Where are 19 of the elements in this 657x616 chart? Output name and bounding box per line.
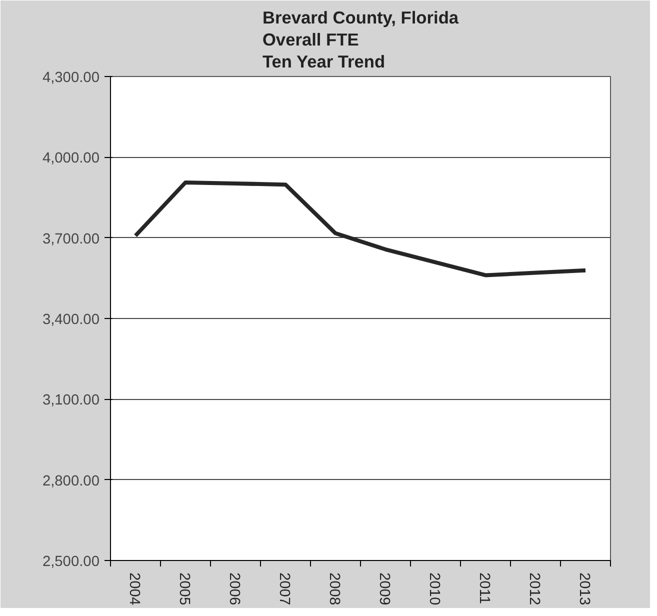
y-tick-label: 2,800.00 [42, 473, 100, 490]
y-tick-label: 4,000.00 [42, 150, 100, 167]
y-tick-label: 3,400.00 [42, 312, 100, 328]
x-tick-label: 2011 [476, 572, 492, 604]
x-tick-label: 2006 [226, 572, 242, 606]
y-tick-label: 3,700.00 [42, 231, 100, 248]
x-tick-label: 2010 [426, 572, 442, 606]
x-tick-label: 2005 [176, 572, 192, 606]
chart-title: Brevard County, Florida Overall FTE Ten Year Trend [262, 8, 459, 72]
y-tick-label: 3,100.00 [42, 392, 100, 409]
x-tick-label: 2009 [376, 572, 392, 606]
x-tick-label: 2007 [276, 572, 292, 606]
line-series [134, 180, 588, 278]
y-tick-label: 2,500.00 [42, 554, 100, 570]
x-tick-label: 2012 [526, 572, 542, 606]
x-tick-label: 2013 [576, 572, 592, 606]
x-tick-label: 2008 [326, 572, 342, 606]
x-tick-label: 2004 [126, 572, 142, 606]
y-tick-label: 4,300.00 [42, 70, 100, 86]
